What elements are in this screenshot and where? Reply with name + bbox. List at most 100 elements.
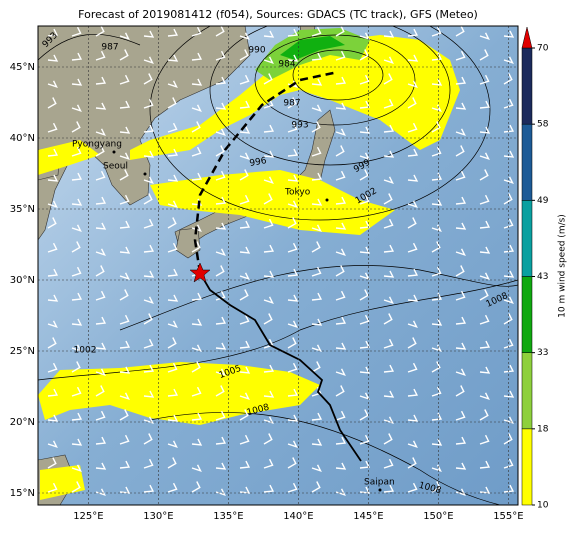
wind-barb [383, 313, 393, 325]
land [38, 26, 251, 241]
wind-barbs [47, 26, 515, 496]
wind-barb [479, 340, 491, 349]
wind-barb [215, 50, 226, 61]
wind-barb [191, 172, 203, 181]
wind-barb [335, 368, 346, 376]
wind-barb [215, 462, 227, 470]
wind-barb [431, 412, 443, 421]
wind-barb [311, 172, 323, 181]
wind-barb [95, 196, 107, 205]
wind-barb [455, 50, 466, 61]
lon-tick-label: 140°E [283, 511, 313, 522]
wind-barb [383, 73, 393, 85]
wind-barb [431, 146, 442, 157]
wind-barb [47, 337, 57, 349]
wind-barb [503, 313, 513, 325]
wind-barb [383, 338, 394, 349]
wind-barb [287, 457, 297, 469]
wind-barb [95, 342, 107, 350]
colorbar-segment [521, 352, 533, 430]
wind-barb [215, 248, 226, 256]
wind-barb [479, 289, 489, 301]
wind-barb [167, 440, 178, 448]
wind-barb [335, 26, 345, 37]
wind-barb [215, 76, 227, 85]
wind-barb [143, 244, 155, 253]
wind-barb [95, 462, 107, 470]
wind-barb [167, 122, 178, 133]
wind-barb [119, 74, 130, 85]
wind-barb [47, 80, 58, 88]
wind-barb [455, 368, 466, 376]
wind-barb [479, 392, 490, 400]
wind-barb [407, 217, 417, 229]
wind-barb [383, 416, 394, 424]
place-label: Tokyo [284, 188, 311, 198]
wind-barb [143, 176, 154, 184]
wind-barb [311, 361, 321, 373]
wind-barb [407, 122, 418, 133]
place-label: Pyongyang [72, 140, 122, 150]
wind-barb [71, 344, 82, 352]
wind-barb [215, 128, 226, 136]
wind-barb [407, 320, 418, 328]
wind-barb [143, 484, 155, 493]
wind-barb [431, 26, 442, 37]
colorbar-label: 10 m wind speed (m/s) [558, 214, 568, 318]
lat-tick-label: 40°N [10, 133, 35, 144]
colorbar-extend [521, 26, 533, 49]
wind-barb [335, 342, 347, 350]
wind-barb [215, 265, 225, 277]
wind-barb [335, 170, 346, 181]
wind-barb [287, 337, 297, 349]
wind-barb [479, 194, 490, 205]
wind-barb [359, 169, 369, 181]
wind-barb [215, 385, 225, 397]
wind-barb [119, 340, 131, 349]
wind-barb [455, 410, 466, 421]
wind-barb [119, 272, 130, 280]
wind-barb [287, 482, 298, 493]
wind-barb [503, 73, 513, 85]
wind-barb [479, 460, 491, 469]
wind-barb [311, 52, 323, 61]
colorbar-segment [521, 276, 533, 353]
wind-barb [359, 220, 371, 229]
wind-barb [215, 342, 227, 350]
wind-barb [191, 292, 203, 301]
wind-barb [503, 30, 515, 38]
wind-barb [287, 217, 297, 229]
wind-barb [407, 54, 419, 62]
wind-barb [407, 80, 418, 88]
wind-barb [263, 433, 273, 445]
colorbar-tick-label: 18 [537, 424, 549, 434]
wind-barb [167, 28, 179, 37]
wind-barb [47, 242, 58, 253]
wind-barb [407, 457, 417, 469]
wind-barb [431, 438, 443, 446]
wind-barb [119, 169, 129, 181]
wind-barb [215, 222, 227, 230]
isobar-label: 984 [278, 60, 295, 70]
wind-barb [335, 385, 345, 397]
map-frame [37, 25, 519, 506]
wind-barb [263, 296, 274, 304]
wind-barb [503, 433, 513, 445]
isobar-label: 1002 [74, 346, 97, 356]
colorbar-segment [521, 123, 533, 201]
wind-barb [407, 97, 417, 109]
wind-barb [119, 392, 130, 400]
wind-barb [119, 409, 129, 421]
wind-barb [383, 176, 394, 184]
wind-barb [503, 296, 514, 304]
wind-barb [95, 222, 107, 230]
wind-area [280, 36, 345, 60]
wind-barb [47, 54, 59, 62]
wind-barb [311, 78, 323, 86]
wind-barb [431, 241, 441, 253]
colorbar-tick-label: 49 [537, 196, 549, 206]
wind-barb [119, 126, 131, 134]
wind-barb [263, 73, 273, 85]
wind-barb [263, 56, 274, 64]
